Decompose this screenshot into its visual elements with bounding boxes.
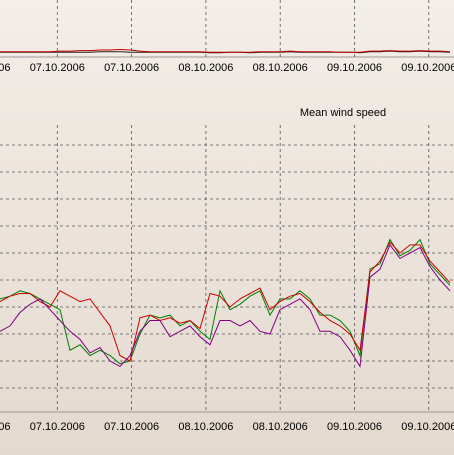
x-tick-label: 09.10.2006 xyxy=(401,421,454,433)
x-tick-label: 08.10.2006 xyxy=(253,421,308,433)
x-tick-label: 06.10.2006 xyxy=(0,421,11,433)
x-tick-label: 06.10.2006 xyxy=(0,62,11,74)
x-tick-label: 07.10.2006 xyxy=(30,421,85,433)
x-tick-label: 09.10.2006 xyxy=(327,62,382,74)
h-grid xyxy=(0,144,454,389)
series-line xyxy=(0,241,451,362)
x-tick-label: 09.10.2006 xyxy=(327,421,382,433)
x-tick-label: 09.10.2006 xyxy=(401,62,454,74)
x-tick-label: 07.10.2006 xyxy=(104,62,159,74)
x-tick-label: 08.10.2006 xyxy=(178,421,233,433)
x-tick-label: 08.10.2006 xyxy=(178,62,233,74)
x-tick-label: 08.10.2006 xyxy=(253,62,308,74)
series-line xyxy=(0,243,451,368)
x-tick-label: 07.10.2006 xyxy=(104,421,159,433)
series-line xyxy=(0,48,451,53)
chart-title: Mean wind speed xyxy=(300,107,386,119)
x-tick-label: 07.10.2006 xyxy=(30,62,85,74)
